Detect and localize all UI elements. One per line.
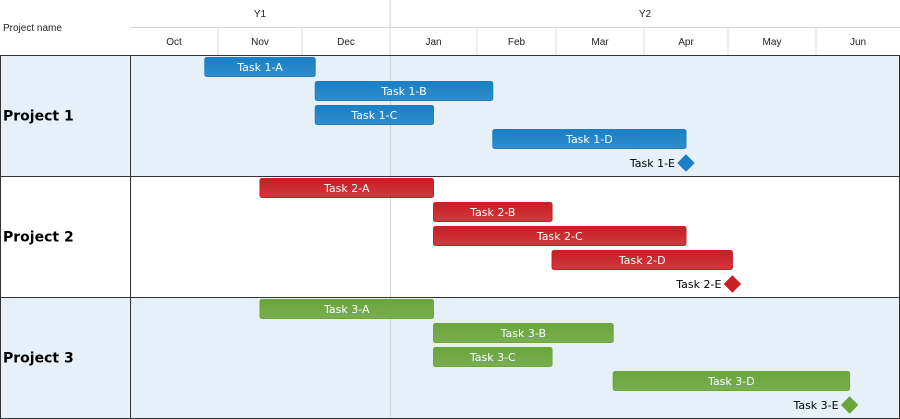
task-bars: Task 1-A Task 1-B Task 1-C Task 1-D Task 1-E…: [204, 57, 859, 414]
task-bar: [551, 250, 733, 270]
task-label: Task 2-A: [323, 182, 370, 195]
month-label: Jun: [850, 37, 866, 48]
month-label: Mar: [591, 37, 609, 48]
project-label: Project 2: [3, 230, 74, 246]
month-label: May: [763, 37, 782, 48]
month-label: Nov: [251, 37, 269, 48]
task-bar: [314, 81, 494, 101]
task-bar: [433, 323, 614, 343]
task-label: Task 1-B: [380, 85, 426, 98]
task-bar: [259, 178, 434, 198]
milestone-marker: [723, 275, 742, 293]
task-label: Task 2-D: [618, 254, 666, 267]
task-bar: [204, 57, 316, 77]
task-label: Task 1-A: [236, 61, 283, 74]
milestone-marker: [840, 396, 859, 414]
task-label: Task 1-D: [565, 133, 613, 146]
task-bar: [433, 202, 553, 222]
task-bar: [314, 105, 435, 125]
task-label: Task 3-D: [707, 375, 755, 388]
year-label: Y2: [639, 9, 652, 20]
milestone-label: Task 2-E: [675, 278, 721, 291]
month-label: Apr: [678, 37, 694, 48]
month-label: Oct: [166, 37, 182, 48]
task-label: Task 3-A: [323, 303, 370, 316]
milestone-label: Task 1-E: [629, 157, 675, 170]
project-label: Project 1: [3, 109, 74, 125]
task-bar: [612, 371, 851, 391]
milestone-marker: [677, 154, 695, 172]
month-label: Jan: [425, 37, 441, 48]
task-bar: [259, 299, 434, 319]
project-labels: Project 1 Project 2 Project 3: [3, 109, 74, 367]
project-band: [0, 55, 900, 176]
task-bar: [433, 347, 553, 367]
task-label: Task 3-B: [500, 327, 546, 340]
project-name-header: Project name: [3, 23, 62, 34]
task-label: Task 2-C: [536, 230, 583, 243]
milestone-label: Task 3-E: [792, 399, 838, 412]
timeline-header: Y1 Y2 Oct Nov Dec Jan Feb Mar Apr May Jun Project n…: [0, 0, 900, 55]
task-label: Task 3-C: [469, 351, 516, 364]
task-bar: [492, 129, 687, 149]
project-label: Project 3: [3, 351, 74, 367]
year-label: Y1: [254, 9, 267, 20]
task-label: Task 2-B: [469, 206, 515, 219]
task-label: Task 1-C: [350, 109, 397, 122]
month-label: Feb: [508, 37, 526, 48]
task-bar: [433, 226, 687, 246]
month-label: Dec: [337, 37, 355, 48]
